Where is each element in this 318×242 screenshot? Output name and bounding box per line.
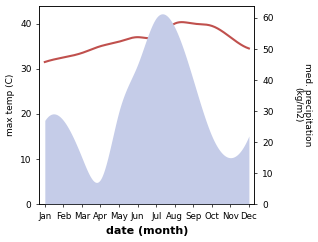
Y-axis label: med. precipitation
(kg/m2): med. precipitation (kg/m2) bbox=[293, 63, 313, 147]
Y-axis label: max temp (C): max temp (C) bbox=[5, 74, 15, 136]
X-axis label: date (month): date (month) bbox=[106, 227, 188, 236]
